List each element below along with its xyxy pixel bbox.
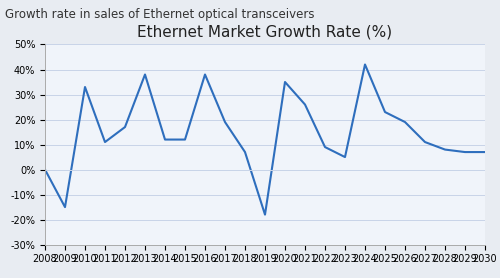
Title: Ethernet Market Growth Rate (%): Ethernet Market Growth Rate (%) [138,24,392,39]
Text: Growth rate in sales of Ethernet optical transceivers: Growth rate in sales of Ethernet optical… [5,8,314,21]
